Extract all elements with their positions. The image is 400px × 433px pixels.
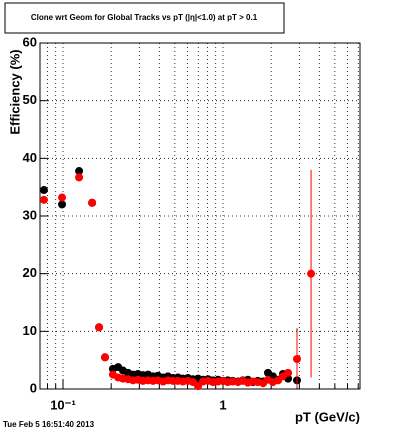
title-box — [4, 2, 285, 34]
data-point — [58, 200, 67, 209]
chart-title: Clone wrt Geom for Global Tracks vs pT (… — [31, 13, 258, 22]
data-point — [39, 195, 48, 204]
x-tick-label: 10⁻¹ — [50, 397, 76, 412]
y-tick-label: 20 — [23, 265, 37, 280]
data-point — [307, 269, 316, 278]
x-tick-label: 1 — [219, 397, 226, 412]
y-tick-label: 60 — [23, 34, 37, 49]
y-tick-label: 50 — [23, 92, 37, 107]
data-point — [293, 355, 302, 364]
data-point — [101, 353, 110, 362]
y-tick-label: 40 — [23, 150, 37, 165]
y-tick-label: 30 — [23, 207, 37, 222]
data-point — [75, 173, 84, 182]
data-point — [58, 193, 67, 202]
footer-date: Tue Feb 5 16:51:40 2013 — [3, 420, 95, 429]
data-point — [95, 323, 104, 332]
y-tick-label: 0 — [30, 380, 37, 395]
x-axis-label: pT (GeV/c) — [295, 409, 360, 424]
data-point — [39, 186, 48, 195]
y-axis-label: Efficiency (%) — [7, 49, 22, 134]
y-tick-label: 10 — [23, 323, 37, 338]
data-point — [88, 198, 97, 207]
data-point — [75, 167, 84, 176]
data-point — [284, 368, 293, 377]
